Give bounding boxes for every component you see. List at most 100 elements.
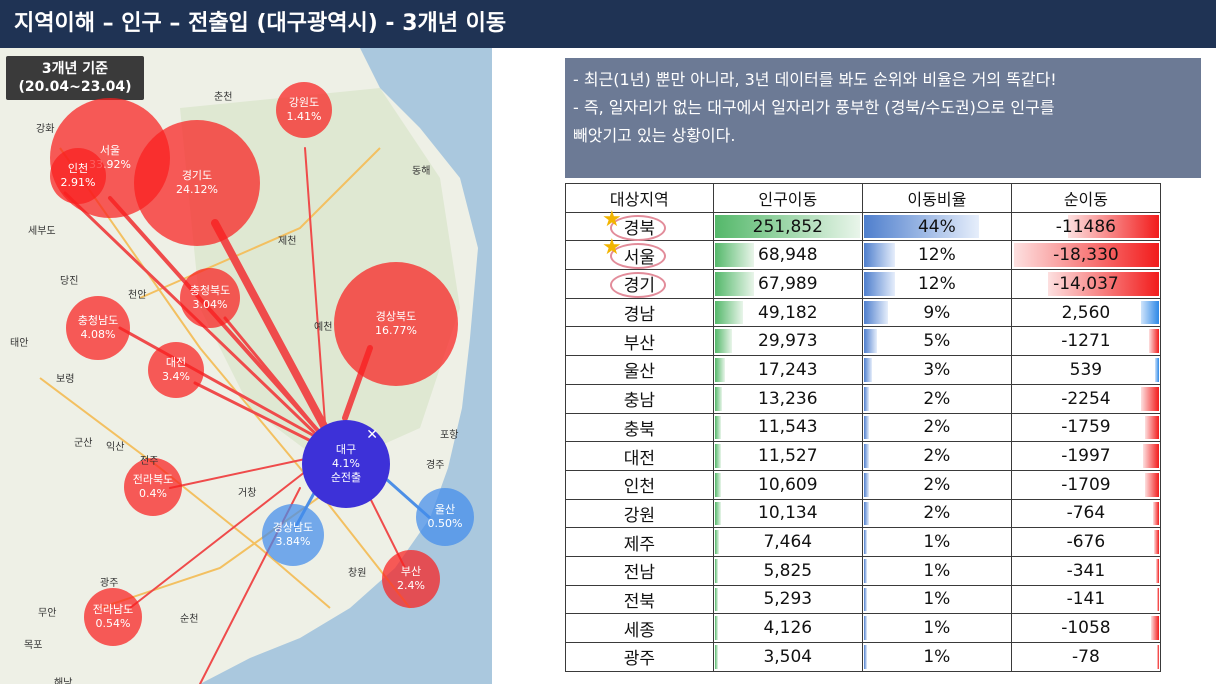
place-label: 춘천 [214, 92, 233, 103]
cell-ratio: 3% [861, 355, 1012, 385]
bubble-gangwon[interactable]: 강원도 1.41% [276, 82, 332, 138]
net-value: -2254 [1061, 388, 1111, 409]
place-label: 순천 [180, 614, 199, 625]
place-label: 동해 [412, 166, 431, 177]
cell-region: ★ 서울 [565, 235, 714, 271]
ratio-bar [863, 358, 872, 382]
cell-ratio: 5% [861, 326, 1012, 357]
table-row: 인천 10,609 2% -1709 [565, 469, 1162, 500]
ratio-value: 12% [917, 245, 956, 266]
ratio-bar [863, 272, 896, 296]
net-bar [1155, 358, 1159, 382]
move-value: 68,948 [758, 245, 818, 266]
net-bar [1047, 272, 1159, 296]
bubble-pct: 4.08% [80, 328, 116, 341]
move-value: 5,825 [763, 560, 813, 581]
move-value: 17,243 [758, 359, 818, 380]
bubble-name: 강원도 [288, 96, 320, 109]
migration-map[interactable]: 3개년 기준 (20.04~23.04) 서울 33.92% 경기도 24.12… [0, 48, 492, 684]
table-row: 충북 11,543 2% -1759 [565, 412, 1162, 443]
close-icon[interactable]: ✕ [366, 427, 378, 443]
move-bar [714, 329, 732, 354]
cell-move: 67,989 [712, 269, 863, 299]
table-row: 강원 10,134 2% -764 [565, 498, 1162, 529]
ratio-value: 2% [923, 446, 951, 467]
ratio-bar [863, 243, 896, 268]
bubble-gyeongnam[interactable]: 경상남도 3.84% [262, 504, 324, 566]
ratio-bar [863, 444, 870, 468]
net-value: -18,330 [1053, 245, 1119, 266]
header-region: 대상지역 [565, 183, 714, 213]
ratio-bar [863, 501, 870, 526]
table-row: 부산 29,973 5% -1271 [565, 326, 1162, 357]
net-bar [1068, 214, 1159, 239]
bubble-chungnam[interactable]: 충청남도 4.08% [66, 296, 130, 360]
bubble-pct: 1.41% [286, 110, 322, 123]
ratio-bar [863, 329, 877, 354]
bubble-ulsan[interactable]: 울산 0.50% [416, 488, 474, 546]
bubble-pct: 3.84% [275, 535, 311, 548]
place-label: 무안 [38, 608, 57, 619]
ratio-bar [863, 645, 867, 669]
ratio-value: 12% [917, 273, 956, 294]
table-row: 충남 13,236 2% -2254 [565, 383, 1162, 414]
bubble-pct: 16.77% [375, 324, 417, 337]
ratio-bar [863, 616, 867, 640]
bubble-daegu-center[interactable]: ✕ 대구 4.1% 순전출 [302, 420, 390, 508]
cell-region: 강원 [565, 498, 714, 529]
move-bar [714, 645, 718, 669]
table-header-row: 대상지역 인구이동 이동비율 순이동 [565, 183, 1162, 213]
bubble-gyeongbuk[interactable]: 경상북도 16.77% [334, 262, 458, 386]
cell-ratio: 44% [861, 211, 1012, 242]
note-line: 빼앗기고 있는 상황이다. [573, 126, 736, 145]
region-label: 전남 [623, 563, 655, 584]
move-bar [714, 530, 719, 554]
bubble-gyeonggi[interactable]: 경기도 24.12% [134, 120, 260, 246]
cell-net: -1271 [1010, 326, 1162, 357]
bubble-incheon[interactable]: 인천 2.91% [50, 148, 106, 204]
cell-net: -1058 [1010, 613, 1162, 643]
move-value: 11,543 [758, 417, 818, 438]
place-label: 해남 [54, 678, 73, 684]
ratio-value: 1% [923, 560, 951, 581]
move-bar [714, 272, 754, 296]
move-value: 3,504 [763, 646, 813, 667]
bubble-busan[interactable]: 부산 2.4% [382, 550, 440, 608]
cell-move: 49,182 [712, 297, 863, 328]
net-value: -1271 [1061, 331, 1111, 352]
cell-ratio: 12% [861, 269, 1012, 299]
bubble-name: 인천 [67, 162, 89, 175]
move-bar [714, 214, 860, 239]
cell-ratio: 2% [861, 469, 1012, 500]
highlight-circle [610, 243, 666, 270]
net-value: -676 [1066, 532, 1106, 553]
region-label: 강원 [623, 505, 655, 526]
ratio-bar [863, 386, 870, 411]
bubble-chungbuk[interactable]: 충청북도 3.04% [180, 268, 240, 328]
bubble-daejeon[interactable]: 대전 3.4% [148, 342, 204, 398]
ratio-value: 5% [923, 331, 951, 352]
bubble-name: 경기도 [181, 169, 213, 182]
region-label: 경북 [623, 219, 655, 240]
bubble-pct: 2.91% [60, 176, 96, 189]
bubble-jeonnam[interactable]: 전라남도 0.54% [84, 588, 142, 646]
ratio-value: 2% [923, 474, 951, 495]
place-label: 목포 [24, 640, 43, 651]
cell-region: 충남 [565, 383, 714, 414]
place-label: 강화 [36, 124, 55, 135]
net-value: -1709 [1061, 474, 1111, 495]
ratio-bar [863, 530, 867, 554]
move-bar [714, 300, 744, 325]
bubble-name: 대전 [165, 356, 187, 369]
move-value: 4,126 [763, 618, 813, 639]
cell-move: 7,464 [712, 527, 863, 557]
net-value: 2,560 [1061, 302, 1111, 323]
bubble-jeonbuk[interactable]: 전라북도 0.4% [124, 458, 182, 516]
net-bar [1141, 300, 1159, 325]
move-bar [714, 616, 718, 640]
cell-ratio: 2% [861, 498, 1012, 529]
net-value: 539 [1069, 359, 1103, 380]
ratio-value: 2% [923, 503, 951, 524]
cell-net: -78 [1010, 642, 1162, 672]
region-label: 대전 [623, 448, 655, 469]
